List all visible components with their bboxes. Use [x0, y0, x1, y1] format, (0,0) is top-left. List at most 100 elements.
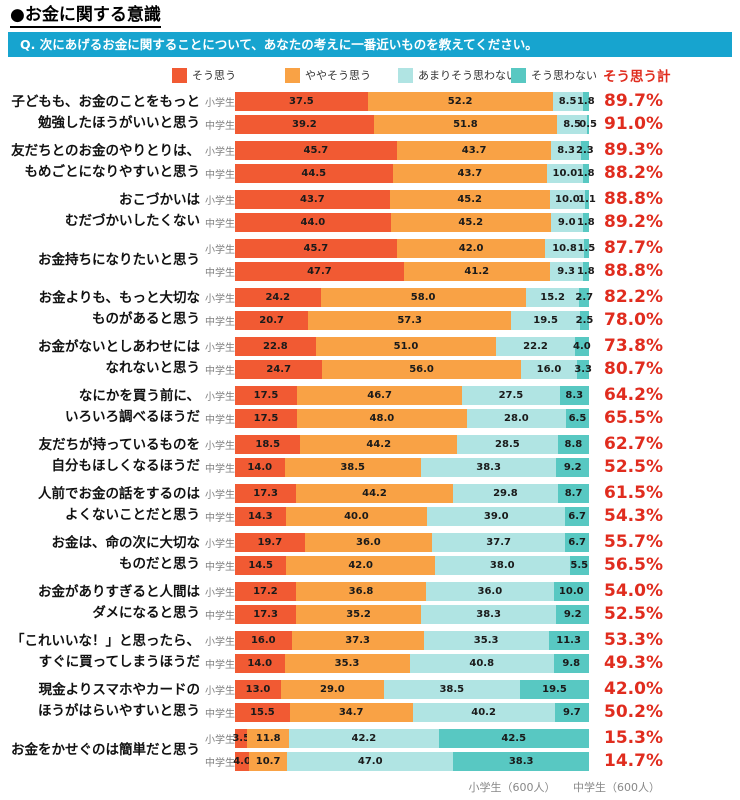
- bar-segment: 39.0: [427, 507, 566, 526]
- segment-value: 9.8: [562, 658, 581, 669]
- bar-segment: 6.7: [565, 507, 589, 526]
- segment-value: 17.3: [253, 488, 278, 499]
- bar-row: 中学生 44.5 43.7 10.0 1.8 88.2%: [200, 164, 663, 183]
- bar-row: 中学生 14.5 42.0 38.0 5.5 56.5%: [200, 556, 663, 575]
- student-type-label: 小学生: [205, 735, 235, 746]
- stacked-bar: 19.7 36.0 37.7 6.7: [235, 533, 589, 552]
- bar-row: 中学生 47.7 41.2 9.3 1.8 88.8%: [200, 262, 663, 281]
- bar-segment: 9.3: [549, 262, 583, 281]
- legend-swatch-icon: [285, 67, 300, 83]
- bar-segment: 38.0: [435, 556, 570, 575]
- segment-value: 3.3: [574, 364, 592, 375]
- bar-segment: 56.0: [322, 360, 521, 379]
- segment-value: 38.5: [340, 462, 366, 473]
- segment-value: 28.5: [495, 439, 520, 450]
- segment-value: 27.5: [498, 390, 524, 401]
- bar-row: 小学生 17.3 44.2 29.8 8.7 61.5%: [200, 484, 663, 503]
- bar-segment: 20.7: [235, 311, 309, 330]
- question-group: なにかを買う前に、 いろいろ調べるほうだ 小学生 17.5 46.7 27.5 8.3 64.…: [0, 386, 740, 428]
- stacked-bar: 37.5 52.2 8.5 1.8: [235, 92, 595, 111]
- question-line: むだづかいしたくない: [65, 213, 200, 229]
- student-type-label: 中学生: [205, 268, 235, 279]
- row-total: 78.0%: [604, 310, 663, 330]
- bar-segment: 38.3: [453, 752, 589, 771]
- page-title: ●お金に関する意識: [10, 5, 161, 28]
- bar-segment: 22.8: [235, 337, 316, 356]
- segment-value: 40.2: [471, 707, 496, 718]
- bar-segment: 29.0: [281, 680, 384, 699]
- segment-value: 37.3: [345, 635, 370, 646]
- segment-value: 4.0: [233, 756, 251, 767]
- student-type-label: 小学生: [205, 392, 235, 403]
- bar-row: 中学生 14.0 38.5 38.3 9.2 52.5%: [200, 458, 663, 477]
- segment-value: 5.5: [570, 560, 589, 571]
- bar-segment: 16.0: [520, 360, 578, 379]
- row-total: 53.3%: [604, 630, 663, 650]
- bar-segment: 8.3: [551, 141, 581, 160]
- segment-value: 1.8: [576, 96, 595, 107]
- segment-value: 38.3: [476, 609, 501, 620]
- question-line: 現金よりスマホやカードの: [38, 682, 200, 698]
- bar-segment: 48.0: [296, 409, 467, 428]
- bar-row: 小学生 17.2 36.8 36.0 10.0 54.0%: [200, 582, 663, 601]
- bar-segment: 14.0: [235, 654, 285, 673]
- bar-row: 小学生 17.5 46.7 27.5 8.3 64.2%: [200, 386, 663, 405]
- legend-swatch-icon: [511, 67, 526, 83]
- segment-value: 24.7: [266, 364, 292, 375]
- bar-segment: 37.5: [235, 92, 368, 111]
- bar-segment: 9.8: [553, 654, 589, 673]
- row-total: 15.3%: [604, 728, 663, 748]
- bar-segment: 37.3: [291, 631, 424, 650]
- segment-value: 29.0: [320, 684, 345, 695]
- bar-segment: 42.0: [396, 239, 546, 258]
- bar-segment: 39.2: [235, 115, 374, 134]
- bar-segment: 45.7: [235, 239, 397, 258]
- stacked-bar: 13.0 29.0 38.5 19.5: [235, 680, 589, 699]
- segment-value: 6.7: [568, 537, 587, 548]
- question-line: いろいろ調べるほうだ: [65, 409, 200, 425]
- legend-items: そう思う ややそう思う あまりそう思わない そう思わない: [172, 67, 597, 83]
- row-total: 88.8%: [604, 189, 663, 209]
- bar-row: 小学生 13.0 29.0 38.5 19.5 42.0%: [200, 680, 663, 699]
- question-line: 友だちが持っているものを: [38, 437, 200, 453]
- stacked-bar: 18.5 44.2 28.5 8.8: [235, 435, 589, 454]
- legend-label: そう思わない: [531, 69, 597, 82]
- row-total: 80.7%: [604, 359, 663, 379]
- row-total: 14.7%: [604, 751, 663, 771]
- bar-segment: 2.3: [576, 141, 594, 160]
- stacked-bar: 14.3 40.0 39.0 6.7: [235, 507, 589, 526]
- stacked-bar: 22.8 51.0 22.2 4.0: [235, 337, 591, 356]
- question-label: お金がありすぎると人間は ダメになると思う: [0, 582, 200, 624]
- segment-value: 13.0: [245, 684, 271, 695]
- question-header-text: Q. 次にあげるお金に関することについて、あなたの考えに一番近いものを教えてくだ…: [20, 37, 538, 52]
- student-type-label: 中学生: [205, 170, 235, 181]
- segment-value: 6.5: [568, 413, 587, 424]
- question-group: お金は、命の次に大切な ものだと思う 小学生 19.7 36.0 37.7 6.7 55.7%…: [0, 533, 740, 575]
- bar-row: 小学生 19.7 36.0 37.7 6.7 55.7%: [200, 533, 663, 552]
- bar-segment: 19.5: [511, 311, 581, 330]
- bar-rows: 小学生 45.7 42.0 10.8 1.5 87.7% 中学生 47.7 41.2 9.3 1.8…: [200, 239, 663, 281]
- segment-value: 8.3: [557, 145, 575, 156]
- question-line: ものがあると思う: [92, 311, 200, 327]
- segment-value: 34.7: [338, 707, 364, 718]
- question-line: よくないことだと思う: [65, 507, 200, 523]
- segment-value: 51.8: [453, 119, 478, 130]
- stacked-bar: 4.0 10.7 47.0 38.3: [233, 752, 589, 771]
- bar-segment: 35.3: [284, 654, 410, 673]
- segment-value: 8.7: [564, 488, 583, 499]
- bar-segment: 8.8: [557, 435, 589, 454]
- bar-segment: 3.3: [574, 360, 592, 379]
- segment-value: 10.0: [552, 168, 578, 179]
- student-type-label: 中学生: [205, 415, 235, 426]
- segment-value: 44.2: [366, 439, 392, 450]
- segment-value: 17.5: [253, 413, 279, 424]
- bar-segment: 38.5: [383, 680, 520, 699]
- segment-value: 42.5: [501, 733, 527, 744]
- bar-segment: 43.7: [396, 141, 552, 160]
- bar-segment: 38.3: [420, 458, 557, 477]
- segment-value: 17.5: [253, 390, 279, 401]
- bar-segment: 9.0: [550, 213, 583, 232]
- stacked-bar: 43.7 45.2 10.0 1.1: [235, 190, 596, 209]
- question-group: 「これいいな！」と思ったら、 すぐに買ってしまうほうだ 小学生 16.0 37.3 35.…: [0, 631, 740, 673]
- bar-segment: 10.0: [547, 164, 583, 183]
